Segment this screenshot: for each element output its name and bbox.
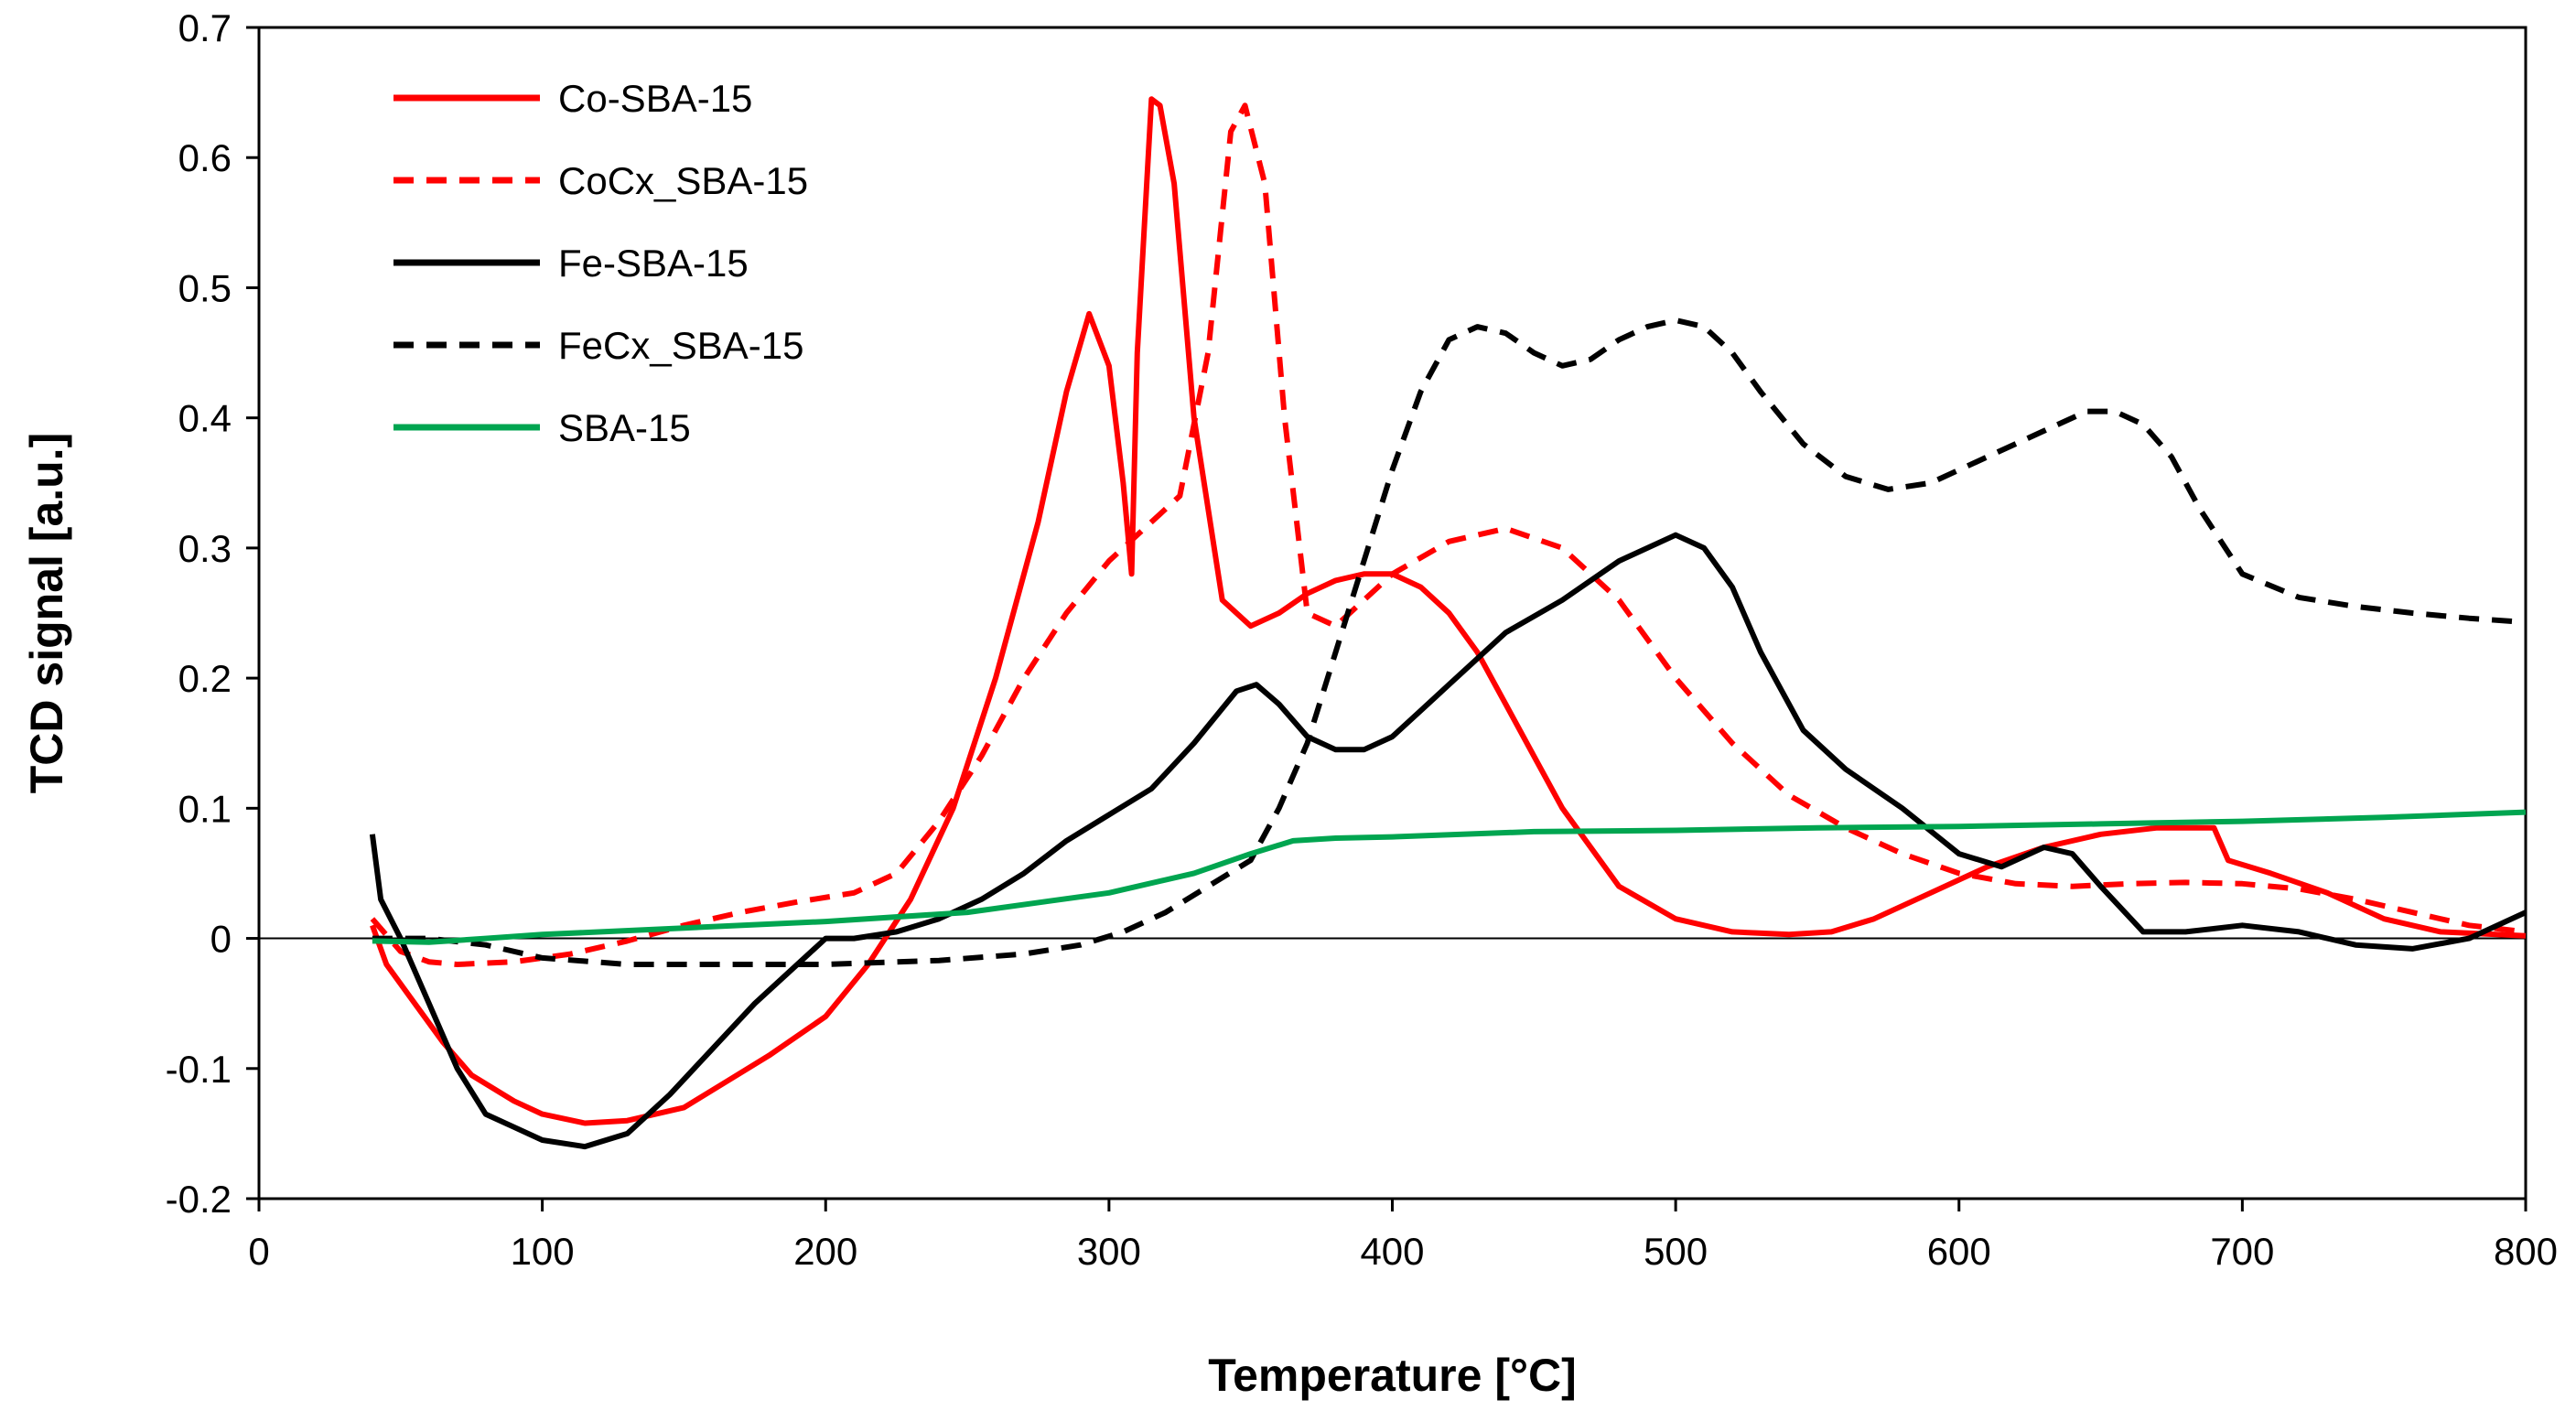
x-tick-label: 600 (1927, 1230, 1991, 1273)
legend-label: CoCx_SBA-15 (558, 159, 808, 202)
legend: Co-SBA-15 CoCx_SBA-15 Fe-SBA-15 FeCx_SBA-15… (393, 77, 808, 449)
x-tick-label: 500 (1644, 1230, 1708, 1273)
legend-label: FeCx_SBA-15 (558, 324, 803, 367)
y-tick-label: 0.6 (178, 136, 232, 179)
y-tick-label: 0.4 (178, 397, 232, 440)
legend-label: SBA-15 (558, 406, 691, 449)
y-axis-ticks: -0.2 -0.1 0 0.1 0.2 0.3 0.4 0.5 0.6 0.7 (166, 6, 259, 1221)
x-tick-label: 800 (2494, 1230, 2558, 1273)
legend-label: Co-SBA-15 (558, 77, 752, 120)
series-line-sba-15 (372, 809, 2527, 945)
series-line-fe-sba-15 (369, 532, 2527, 1150)
x-tick-label: 400 (1360, 1230, 1424, 1273)
series-layer (369, 96, 2527, 1150)
y-tick-label: 0.2 (178, 657, 232, 700)
y-tick-label: 0 (210, 918, 232, 961)
y-axis-title: TCD signal [a.u.] (21, 433, 72, 793)
y-tick-label: 0.3 (178, 527, 232, 570)
y-tick-label: -0.1 (166, 1048, 232, 1091)
x-tick-label: 700 (2210, 1230, 2274, 1273)
x-axis-ticks: 0 100 200 300 400 500 600 700 800 (248, 1199, 2558, 1273)
series-line-cocx-sba-15 (370, 102, 2527, 967)
series-line-co-sba-15 (370, 96, 2527, 1126)
legend-label: Fe-SBA-15 (558, 242, 749, 285)
y-tick-label: 0.5 (178, 266, 232, 309)
y-tick-label: 0.1 (178, 787, 232, 830)
series-line-fecx-sba-15 (372, 318, 2527, 967)
x-tick-label: 300 (1077, 1230, 1141, 1273)
y-tick-label: 0.7 (178, 6, 232, 49)
x-axis-title: Temperature [°C] (1208, 1350, 1576, 1401)
x-tick-label: 100 (511, 1230, 575, 1273)
x-tick-label: 200 (793, 1230, 857, 1273)
x-tick-label: 0 (248, 1230, 269, 1273)
y-tick-label: -0.2 (166, 1178, 232, 1221)
